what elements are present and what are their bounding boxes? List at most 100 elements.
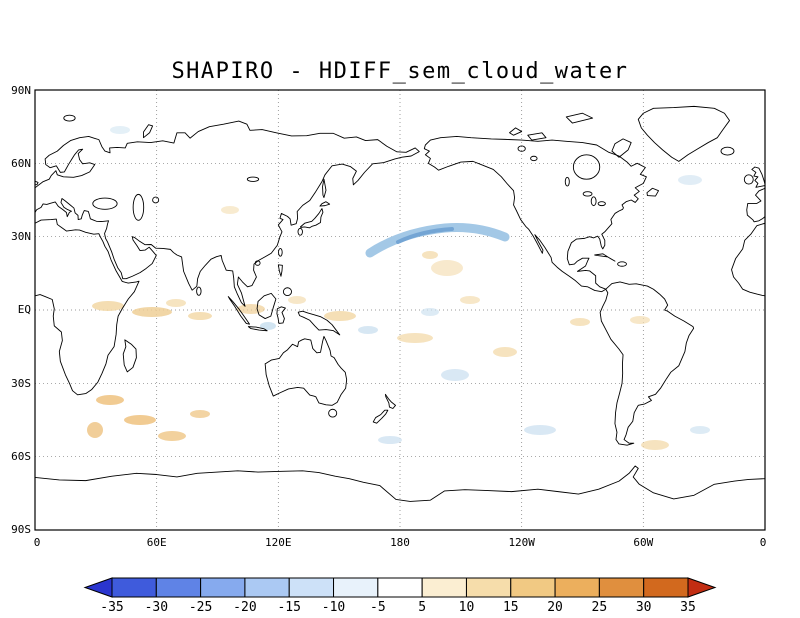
anomaly-blob [378, 436, 402, 444]
lake-superior [583, 192, 592, 196]
antarctica-coastline [35, 466, 765, 501]
newfoundland-coastline [647, 188, 659, 196]
sakhalin-coastline [323, 179, 326, 197]
colorbar-label: -5 [370, 600, 386, 615]
anomaly-blob [524, 425, 556, 435]
new-zealand-north-coastline [385, 394, 395, 408]
victoria-island-coastline [528, 133, 546, 140]
lon-tick-label: 60W [633, 536, 653, 549]
south-america-coastline [600, 282, 693, 445]
black-sea [93, 198, 117, 209]
colorbar-label: 15 [503, 600, 519, 615]
anomaly-blob [87, 422, 103, 438]
colorbar-label: -10 [322, 600, 345, 615]
lake-erie-ontario [598, 202, 605, 206]
honshu-coastline [300, 209, 323, 228]
colorbar-label: -35 [100, 600, 123, 615]
colorbar-label: 20 [547, 600, 563, 615]
lon-tick-label: 120E [265, 536, 292, 549]
mindanao-coastline [283, 288, 291, 296]
longitude-axis: 0 60E 120E 180 120W 60W 0 [34, 536, 767, 549]
anomaly-blob [422, 251, 438, 259]
novaya-zemlya-coastline [143, 125, 152, 138]
hudson-bay [573, 155, 599, 179]
cuba-coastline [595, 254, 615, 261]
lat-tick-label: 60S [11, 450, 31, 463]
colorbar-segment [111, 577, 157, 598]
anomaly-blob [166, 299, 186, 307]
lake-michigan-huron [591, 197, 596, 206]
lat-tick-label: 60N [11, 157, 31, 170]
anomaly-blob [92, 301, 124, 311]
lat-tick-label: 30N [11, 230, 31, 243]
britain-sliver-coastline [752, 167, 765, 187]
colorbar-segment [554, 577, 600, 598]
colorbar-label: -30 [145, 600, 168, 615]
colorbar-label: 5 [418, 600, 426, 615]
colorbar-segment [598, 577, 645, 598]
north-pacific-negative-band-core [396, 227, 454, 244]
anomaly-blob [441, 369, 469, 381]
banks-island-coastline [510, 128, 522, 135]
anomaly-blob [358, 326, 378, 334]
great-bear-lake [518, 146, 525, 151]
new-guinea-coastline [298, 311, 340, 335]
lat-tick-label: 30S [11, 377, 31, 390]
lake-baikal [247, 177, 258, 181]
new-zealand-south-coastline [373, 410, 388, 423]
java-coastline [248, 327, 267, 331]
colorbar-label: 30 [636, 600, 652, 615]
anomaly-blob [96, 395, 124, 405]
baffin-island-coastline [612, 139, 631, 157]
colorbar-segment [200, 577, 246, 598]
taiwan-coastline [279, 248, 283, 256]
colorbar-segment [155, 577, 202, 598]
anomaly-blob [288, 296, 306, 304]
anomaly-blob [188, 312, 212, 320]
colorbar-segment [244, 577, 290, 598]
anomaly-blob [324, 311, 356, 321]
colorbar-segment [510, 577, 556, 598]
anomaly-blob [110, 126, 130, 134]
latitude-axis: 90N 60N 30N EQ 30S 60S 90S [11, 84, 31, 536]
eurasia-coastline [35, 121, 419, 306]
anomaly-blob [570, 318, 590, 326]
sri-lanka-coastline [197, 287, 201, 295]
aral-sea [153, 197, 159, 203]
colorbar-label: 10 [459, 600, 475, 615]
hispaniola-coastline [618, 262, 627, 266]
australia-coastline [265, 336, 347, 405]
plot-title: SHAPIRO - HDIFF_sem_cloud_water [171, 59, 628, 84]
anomaly-blob [397, 333, 433, 343]
lon-tick-label: 180 [390, 536, 410, 549]
colorbar-label: -25 [189, 600, 212, 615]
colorbar-label: 25 [592, 600, 608, 615]
colorbar-segment [377, 577, 423, 598]
caspian-sea [133, 194, 144, 220]
anomaly-blob [132, 307, 172, 317]
ellesmere-island-coastline [566, 113, 592, 123]
lake-winnipeg [565, 177, 569, 186]
colorbar-segment [465, 577, 512, 598]
africa-coastline [35, 219, 139, 395]
colorbar-segment [643, 577, 689, 598]
colorbar-segment [421, 577, 467, 598]
hokkaido-coastline [320, 202, 330, 206]
svalbard-coastline [64, 115, 75, 121]
colorbar-label: -20 [233, 600, 256, 615]
anomaly-blob [158, 431, 186, 441]
anomaly-blob [431, 260, 463, 276]
kyushu-coastline [298, 228, 302, 235]
tasmania-coastline [329, 409, 337, 417]
hainan-coastline [255, 261, 260, 265]
anomaly-shading-layer [87, 126, 710, 450]
lat-tick-label: 90S [11, 523, 31, 536]
anomaly-blob [221, 206, 239, 214]
anomaly-blob [190, 410, 210, 418]
colorbar-left-arrow [83, 577, 113, 598]
borneo-coastline [257, 293, 276, 318]
anomaly-blob [460, 296, 480, 304]
lon-tick-label: 0 [34, 536, 41, 549]
anomaly-blob [421, 308, 439, 316]
